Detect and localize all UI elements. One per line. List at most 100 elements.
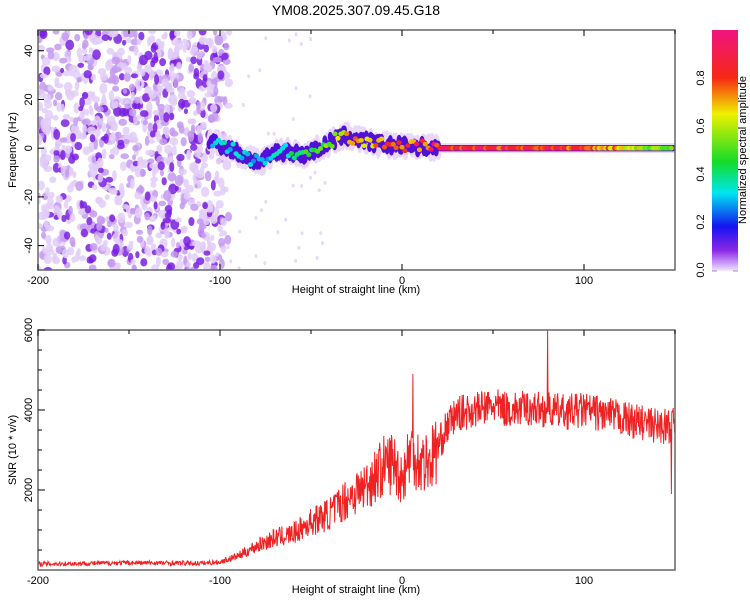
noise-blob: [133, 96, 141, 104]
noise-blob: [127, 212, 133, 219]
noise-blob: [91, 120, 96, 127]
noise-blob: [210, 78, 218, 85]
noise-blob: [120, 62, 128, 70]
noise-blob: [113, 66, 122, 73]
noise-blob: [169, 162, 175, 172]
noise-blob: [136, 114, 141, 120]
noise-blob: [97, 68, 107, 75]
noise-blob: [210, 103, 218, 113]
noise-blob: [170, 237, 176, 248]
colorbar-cell: [712, 168, 738, 171]
noise-blob: [111, 248, 119, 257]
colorbar-cell: [712, 186, 738, 189]
colorbar-cell: [712, 134, 738, 137]
noise-blob: [125, 37, 132, 44]
noise-blob: [213, 30, 218, 36]
noise-blob: [164, 205, 173, 214]
colorbar-cell: [712, 98, 738, 101]
colorbar-cell: [712, 84, 738, 87]
colorbar-cell: [712, 150, 738, 153]
colorbar-cell: [712, 198, 738, 201]
noise-blob: [226, 245, 230, 250]
noise-blob: [42, 93, 52, 104]
colorbar-cell: [712, 200, 738, 203]
noise-blob: [225, 30, 233, 36]
x-tick-label: -200: [27, 275, 49, 287]
colorbar-cell: [712, 208, 738, 211]
noise-blob: [123, 30, 130, 38]
noise-blob: [91, 96, 100, 103]
noise-blob: [190, 203, 199, 212]
noise-blob: [63, 200, 69, 209]
noise-blob: [146, 101, 153, 113]
noise-blob: [88, 47, 93, 54]
ridge-point: [280, 145, 286, 151]
noise-blob: [109, 189, 118, 195]
colorbar-cell: [712, 252, 738, 255]
colorbar-cell: [712, 194, 738, 197]
noise-blob: [182, 249, 188, 255]
noise-blob: [200, 186, 210, 197]
colorbar-cell: [712, 148, 738, 151]
noise-blob: [164, 144, 173, 155]
ridge-point: [259, 157, 265, 162]
noise-blob: [97, 173, 104, 183]
noise-blob: [124, 221, 133, 229]
noise-blob: [297, 245, 301, 250]
noise-blob: [133, 45, 139, 56]
noise-blob: [210, 180, 216, 191]
colorbar-cell: [712, 100, 738, 103]
colorbar-cell: [712, 54, 738, 57]
colorbar-cell: [712, 244, 738, 247]
noise-blob: [294, 258, 298, 263]
noise-blob: [45, 234, 52, 245]
noise-blob: [134, 191, 142, 200]
colorbar-cell: [712, 126, 738, 129]
noise-blob: [55, 246, 63, 254]
noise-blob: [132, 144, 140, 152]
colorbar-cell: [712, 120, 738, 123]
noise-blob: [158, 200, 167, 207]
noise-blob: [148, 215, 157, 223]
noise-blob: [105, 216, 110, 222]
noise-blob: [76, 248, 81, 256]
ridge-point: [210, 143, 216, 149]
y-tick-label: 0: [23, 145, 35, 151]
noise-blob: [159, 138, 168, 146]
noise-blob: [174, 30, 181, 37]
noise-blob: [195, 170, 205, 179]
colorbar-cell: [712, 80, 738, 83]
noise-blob: [113, 223, 119, 234]
noise-blob: [45, 186, 50, 197]
noise-blob: [161, 33, 168, 40]
colorbar-cell: [712, 236, 738, 239]
colorbar-cell: [712, 118, 738, 121]
noise-blob: [153, 201, 158, 210]
noise-blob: [144, 64, 152, 73]
noise-blob: [140, 195, 146, 206]
noise-blob: [168, 183, 178, 195]
noise-blob: [121, 229, 128, 237]
noise-blob: [203, 250, 211, 256]
colorbar-cell: [712, 180, 738, 183]
colorbar-cell: [712, 238, 738, 241]
noise-blob: [247, 74, 251, 79]
noise-blob: [220, 217, 227, 227]
colorbar-cell: [712, 52, 738, 55]
noise-blob: [117, 142, 125, 150]
noise-blob: [214, 206, 220, 218]
ridge-point: [413, 141, 420, 147]
noise-blob: [198, 36, 206, 45]
colorbar-cell: [712, 214, 738, 217]
colorbar-cell: [712, 70, 738, 73]
noise-blob: [299, 42, 303, 47]
noise-blob: [291, 183, 295, 188]
noise-blob: [126, 98, 134, 105]
colorbar-cell: [712, 42, 738, 45]
colorbar-cell: [712, 58, 738, 61]
noise-blob: [46, 249, 55, 255]
noise-blob: [169, 137, 179, 146]
noise-blob: [43, 66, 51, 76]
colorbar-cell: [712, 246, 738, 249]
noise-blob: [142, 119, 149, 126]
